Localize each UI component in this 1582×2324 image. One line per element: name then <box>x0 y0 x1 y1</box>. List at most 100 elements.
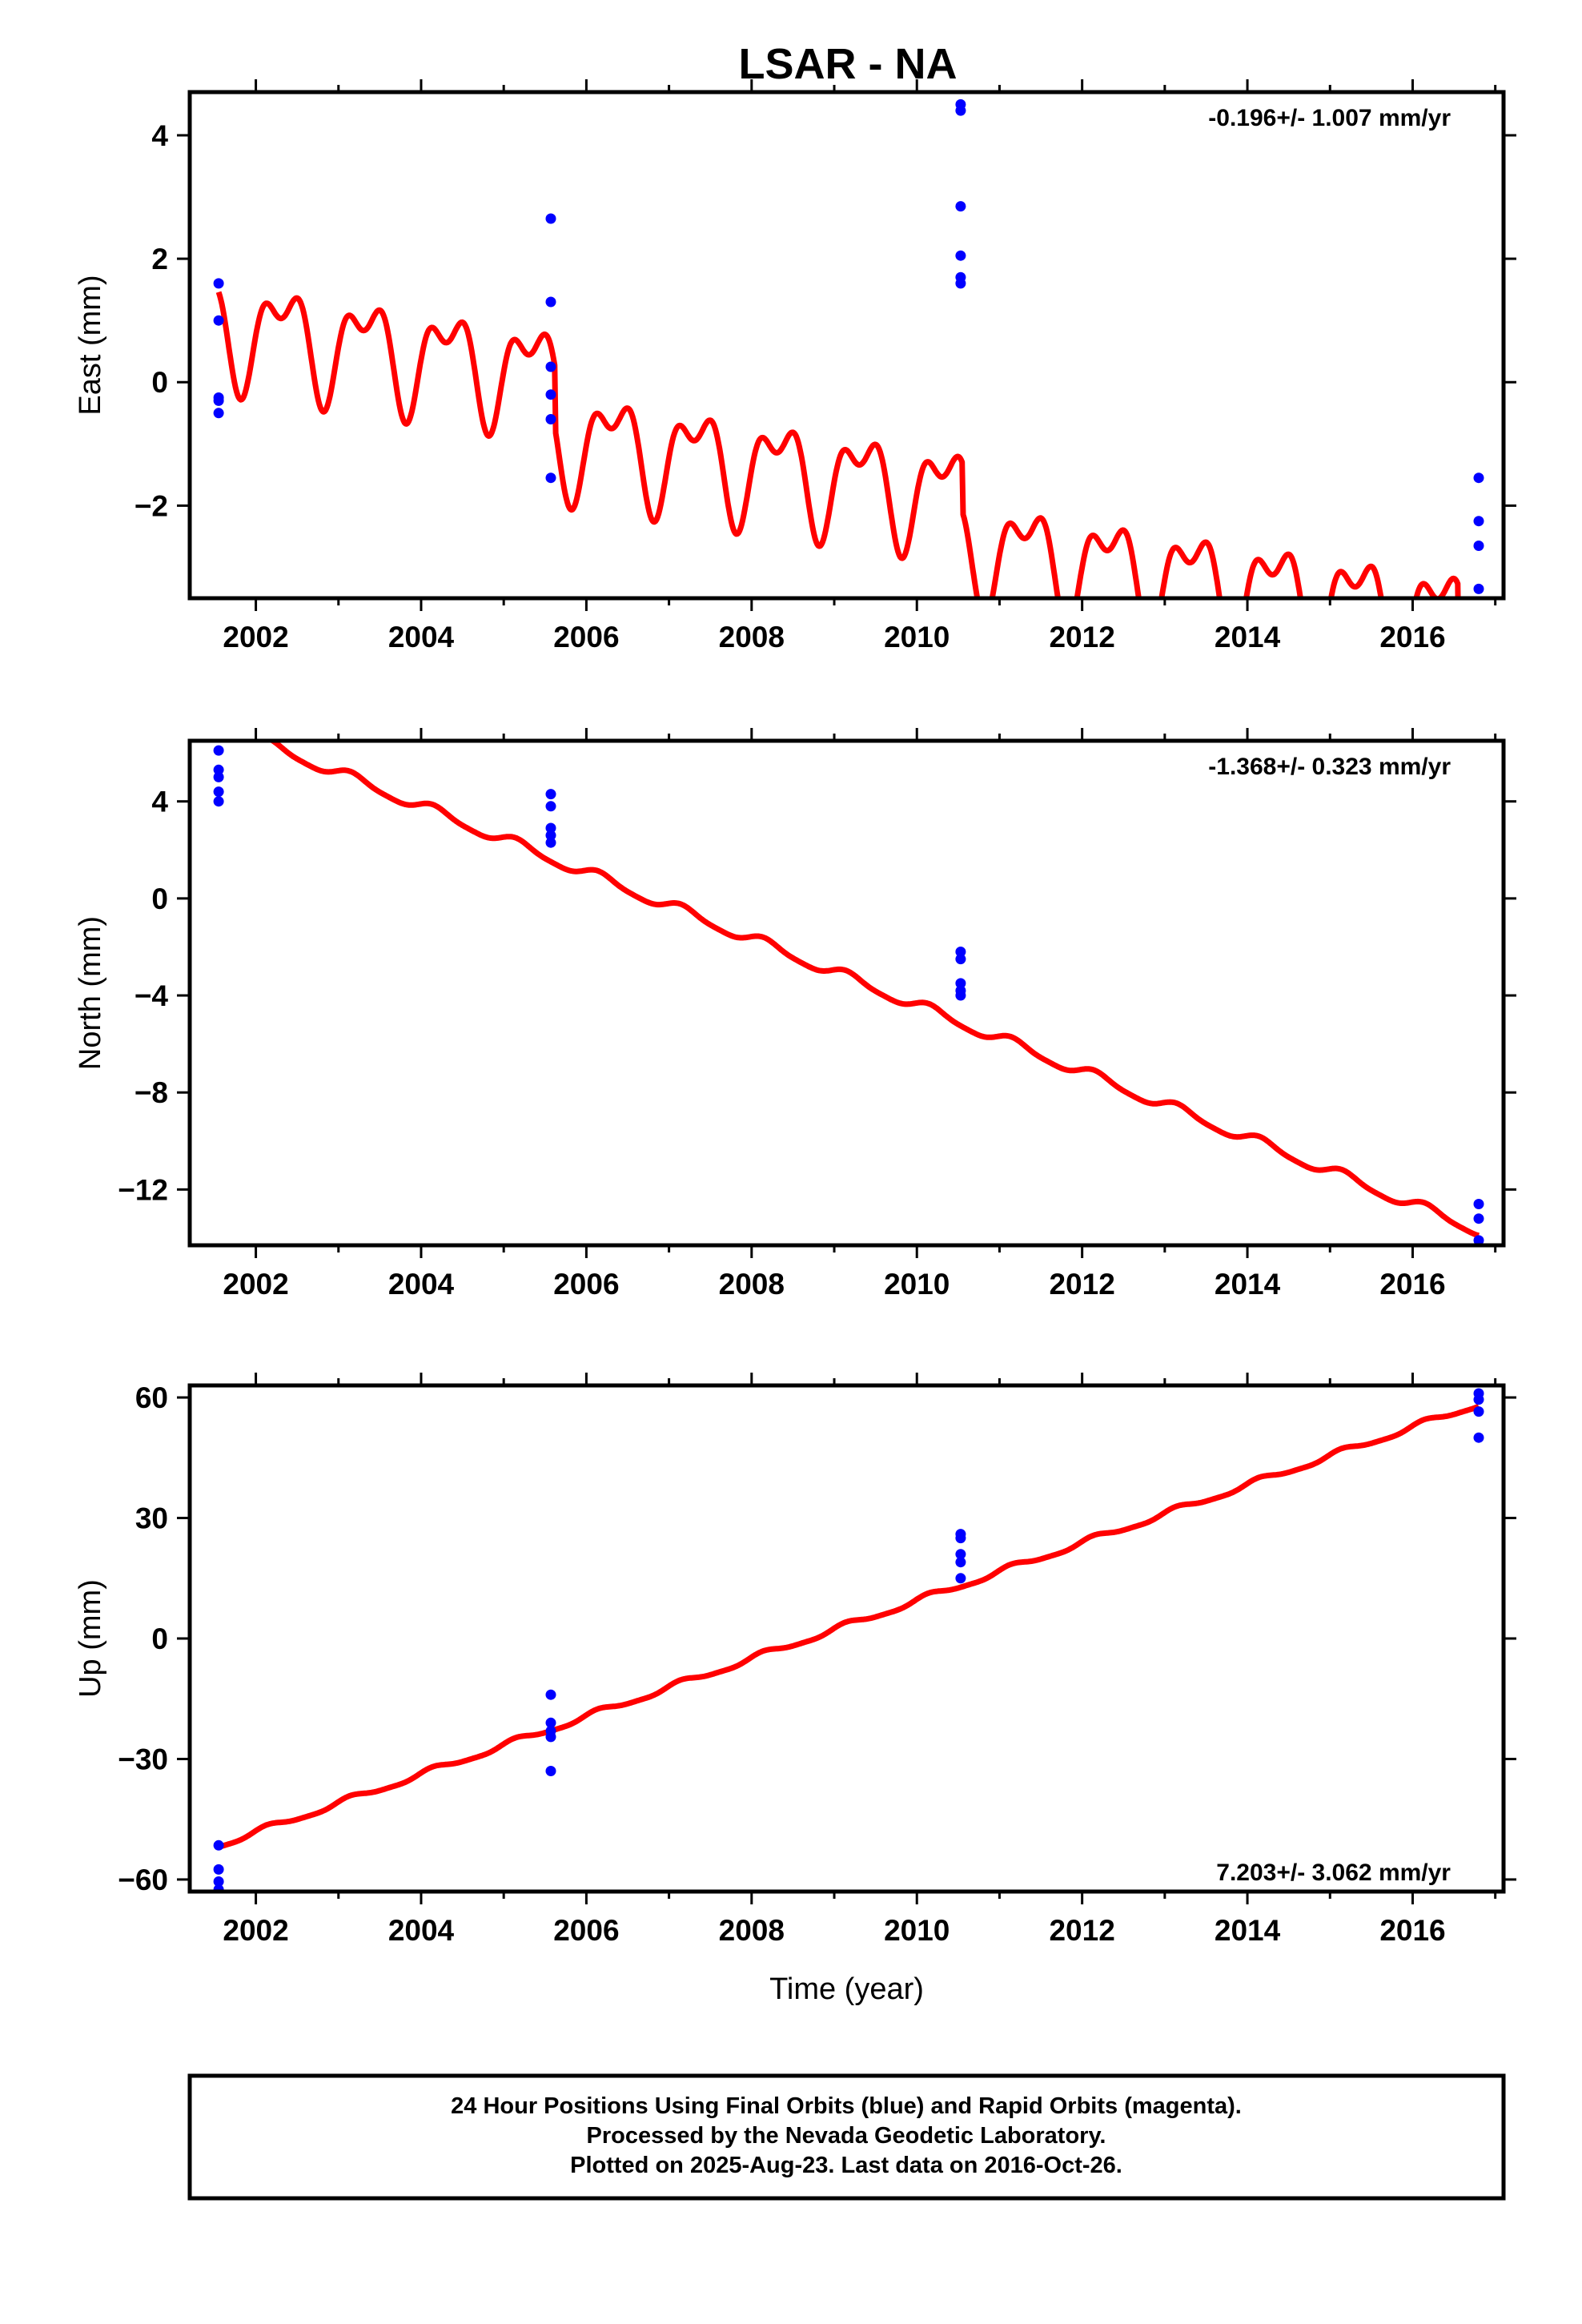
north-x-tick-label: 2004 <box>388 1268 455 1301</box>
north-data-point <box>545 789 556 800</box>
north-data-point <box>955 954 966 965</box>
up-data-point <box>955 1549 966 1560</box>
north-x-tick-label: 2002 <box>223 1268 288 1301</box>
up-x-tick-label: 2006 <box>553 1914 619 1947</box>
north-data-point <box>955 990 966 1001</box>
east-data-point <box>545 213 556 224</box>
north-y-tick-label: 0 <box>151 883 168 915</box>
east-x-tick-label: 2014 <box>1215 621 1281 653</box>
north-data-point <box>213 771 224 782</box>
up-model-fit-line <box>216 1403 1481 1850</box>
east-x-tick-label: 2002 <box>223 621 288 653</box>
east-y-tick-label: 2 <box>151 243 168 275</box>
east-y-axis-label: East (mm) <box>74 275 107 415</box>
up-x-axis-label: Time (year) <box>769 1972 924 2006</box>
north-model-fit-line <box>239 741 1481 1239</box>
north-data-point <box>213 796 224 807</box>
east-x-tick-label: 2004 <box>388 621 455 653</box>
east-x-tick-label: 2010 <box>884 621 950 653</box>
north-data-point <box>545 837 556 848</box>
north-x-tick-label: 2014 <box>1215 1268 1281 1301</box>
up-points-group <box>213 1388 1484 1892</box>
up-data-point <box>213 1839 224 1851</box>
north-x-tick-label: 2008 <box>719 1268 785 1301</box>
east-data-point <box>1473 541 1484 551</box>
east-data-point <box>545 389 556 400</box>
east-data-point <box>955 250 966 261</box>
up-data-point <box>545 1717 556 1728</box>
north-y-tick-label: 4 <box>151 786 168 818</box>
up-data-point <box>1473 1432 1484 1443</box>
up-data-point <box>545 1731 556 1743</box>
north-data-point <box>1473 1235 1484 1245</box>
north-data-point <box>545 822 556 834</box>
east-data-point <box>955 278 966 289</box>
east-plot-frame <box>187 90 1506 601</box>
east-data-point <box>545 296 556 308</box>
up-x-tick-label: 2010 <box>884 1914 950 1947</box>
north-data-point <box>955 947 966 957</box>
north-x-tick-label: 2016 <box>1379 1268 1445 1301</box>
east-y-tick-label: −2 <box>135 489 168 522</box>
footer-box-group: 24 Hour Positions Using Final Orbits (bl… <box>187 2073 1506 2201</box>
north-data-point <box>213 745 224 756</box>
footer-line-1: 24 Hour Positions Using Final Orbits (bl… <box>451 2093 1242 2119</box>
up-x-tick-label: 2004 <box>388 1914 455 1947</box>
up-rate-label: 7.203+/- 3.062 mm/yr <box>1216 1860 1451 1886</box>
east-model-fit-line <box>215 291 1461 598</box>
north-data-point <box>1473 1213 1484 1224</box>
east-data-point <box>545 414 556 424</box>
north-data-point <box>213 764 224 775</box>
east-panel: 2002 2004 2006 2008 2010 2012 2014 2016 −2 0 2 4 Eas… <box>74 79 1516 653</box>
east-data-point <box>213 278 224 289</box>
up-x-tick-label: 2012 <box>1049 1914 1114 1947</box>
up-data-point <box>213 1864 224 1875</box>
up-y-tick-label: 60 <box>135 1381 168 1414</box>
east-x-tick-label: 2006 <box>553 621 619 653</box>
north-rate-label: -1.368+/- 0.323 mm/yr <box>1208 754 1451 780</box>
north-y-tick-label: −4 <box>135 979 169 1012</box>
up-data-point <box>213 1876 224 1887</box>
north-y-axis-label: North (mm) <box>74 916 107 1070</box>
up-data-point <box>1473 1394 1484 1405</box>
north-data-point <box>213 786 224 798</box>
footer-box <box>187 2073 1506 2201</box>
east-y-tick-label: 0 <box>151 366 168 399</box>
east-data-point <box>545 361 556 372</box>
north-data-point <box>545 801 556 812</box>
east-data-point <box>1473 516 1484 527</box>
north-x-tick-label: 2012 <box>1049 1268 1114 1301</box>
up-y-tick-label: 30 <box>135 1502 168 1535</box>
up-data-point <box>955 1557 966 1568</box>
up-y-tick-label: 0 <box>151 1622 168 1655</box>
north-x-tick-label: 2010 <box>884 1268 950 1301</box>
north-data-point <box>545 830 556 841</box>
up-y-tick-label: −60 <box>118 1864 168 1896</box>
up-y-axis-label: Up (mm) <box>74 1579 107 1698</box>
north-y-tick-label: −12 <box>118 1173 168 1206</box>
footer-line-2: Processed by the Nevada Geodetic Laborat… <box>587 2123 1106 2149</box>
up-x-tick-label: 2016 <box>1379 1914 1445 1947</box>
up-x-tick-label: 2014 <box>1215 1914 1281 1947</box>
east-data-point <box>1473 472 1484 484</box>
north-x-tick-label: 2006 <box>553 1268 619 1301</box>
north-data-point <box>1473 1199 1484 1209</box>
up-data-point <box>545 1766 556 1776</box>
footer-line-3: Plotted on 2025-Aug-23. Last data on 201… <box>570 2153 1122 2178</box>
east-x-tick-label: 2008 <box>719 621 785 653</box>
north-plot-frame <box>187 738 1506 1248</box>
east-data-point <box>545 472 556 484</box>
east-data-point <box>213 395 224 406</box>
east-x-tick-label: 2012 <box>1049 621 1114 653</box>
east-data-point <box>213 408 224 419</box>
east-rate-label: -0.196+/- 1.007 mm/yr <box>1208 105 1451 131</box>
up-x-tick-label: 2002 <box>223 1914 288 1947</box>
east-data-point <box>213 315 224 326</box>
north-data-point <box>955 978 966 989</box>
east-y-tick-label: 4 <box>151 119 168 152</box>
east-data-point <box>1473 583 1484 594</box>
north-panel: 2002 2004 2006 2008 2010 2012 2014 2016 −12 −8 −4 0… <box>74 728 1516 1301</box>
up-x-tick-label: 2008 <box>719 1914 785 1947</box>
east-points-group <box>213 99 1484 594</box>
